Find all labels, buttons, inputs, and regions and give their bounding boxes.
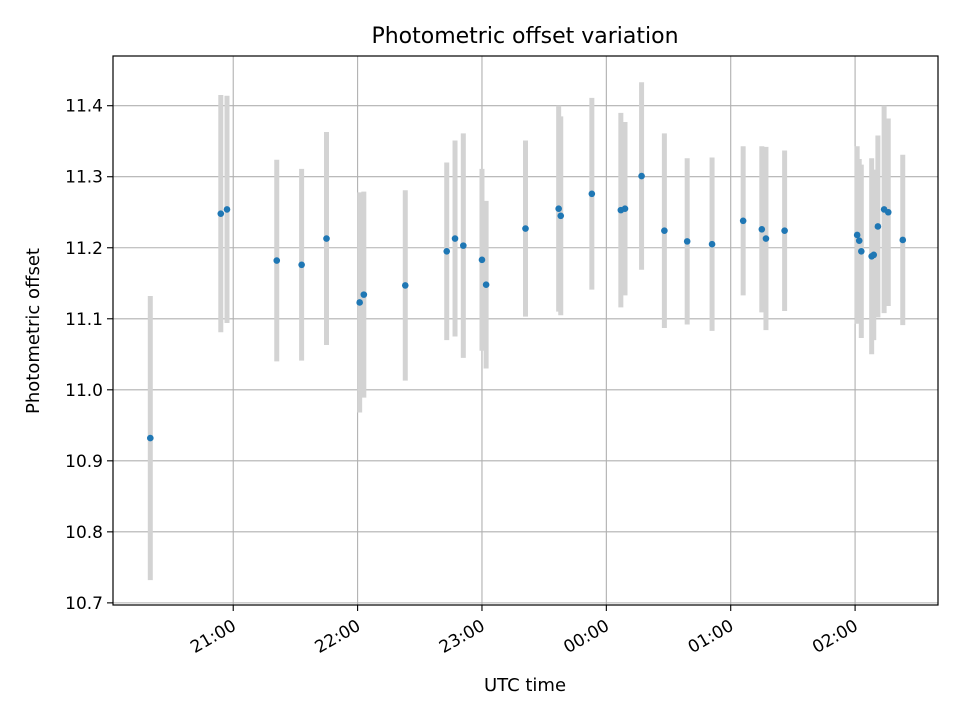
x-tick-label: 00:00 — [560, 616, 612, 658]
data-point — [478, 256, 486, 264]
y-tick-label: 10.9 — [65, 452, 103, 472]
x-axis-label: UTC time — [484, 675, 566, 696]
data-point — [482, 281, 490, 288]
data-point — [683, 238, 691, 245]
data-point — [661, 227, 668, 235]
data-point — [638, 172, 645, 180]
data-point — [870, 251, 878, 259]
x-tick-label: 21:00 — [187, 616, 239, 658]
data-point — [147, 434, 154, 442]
x-tick-label: 02:00 — [809, 616, 861, 658]
grid-lines — [113, 56, 938, 605]
y-tick-label: 11.3 — [65, 168, 103, 188]
data-point — [621, 205, 629, 212]
data-point — [522, 225, 529, 232]
y-tick-label: 10.7 — [65, 594, 103, 614]
y-tick-label: 10.8 — [65, 523, 103, 543]
data-point — [557, 212, 565, 220]
data-point — [853, 231, 861, 239]
data-point — [356, 299, 363, 306]
data-point — [217, 210, 225, 217]
data-point — [323, 235, 330, 242]
data-point — [762, 235, 770, 242]
data-point — [460, 242, 467, 249]
data-point — [273, 257, 281, 264]
plot-frame — [112, 55, 939, 606]
data-point — [555, 205, 562, 212]
error-bars — [147, 82, 906, 581]
data-point — [899, 236, 907, 244]
x-tick-label: 01:00 — [685, 616, 737, 658]
chart-title: Photometric offset variation — [371, 24, 678, 49]
data-point — [858, 248, 865, 255]
data-points — [147, 172, 907, 442]
data-point — [708, 240, 716, 248]
y-axis-ticks: 10.7 10.8 10.9 11.0 11.1 11.2 11.3 11.4 — [65, 97, 113, 614]
x-tick-label: 22:00 — [312, 616, 364, 658]
data-point — [401, 282, 409, 289]
data-point — [874, 223, 882, 230]
data-point — [739, 217, 747, 225]
data-point — [298, 261, 305, 269]
data-point — [855, 237, 863, 244]
data-point — [758, 225, 766, 233]
data-point — [884, 208, 892, 216]
y-tick-label: 11.2 — [65, 239, 103, 259]
data-point — [223, 206, 231, 213]
data-point — [443, 248, 451, 255]
y-tick-label: 11.0 — [65, 381, 103, 401]
data-point — [360, 291, 368, 298]
data-point — [451, 235, 459, 242]
x-axis-ticks: 21:00 22:00 23:00 00:00 01:00 02:00 — [187, 605, 862, 658]
data-point — [588, 190, 596, 198]
y-tick-label: 11.1 — [65, 310, 103, 330]
x-tick-label: 23:00 — [436, 616, 488, 658]
y-tick-label: 11.4 — [65, 97, 103, 117]
data-point — [781, 227, 788, 235]
y-axis-label: Photometric offset — [23, 248, 44, 414]
